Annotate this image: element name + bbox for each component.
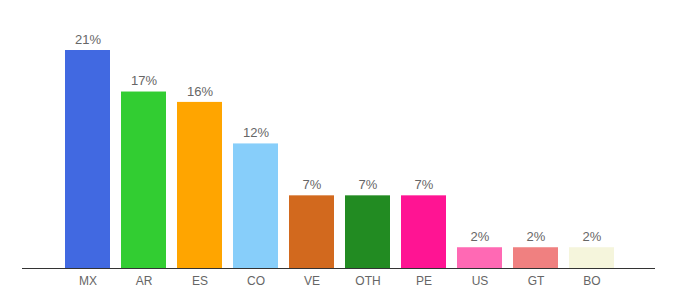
svg-text:7%: 7%: [359, 177, 378, 192]
svg-text:CO: CO: [247, 274, 265, 288]
svg-text:OTH: OTH: [355, 274, 380, 288]
svg-text:AR: AR: [136, 274, 153, 288]
svg-text:21%: 21%: [75, 32, 101, 47]
svg-text:ES: ES: [192, 274, 208, 288]
svg-text:BO: BO: [583, 274, 600, 288]
svg-text:12%: 12%: [243, 125, 269, 140]
svg-text:US: US: [472, 274, 489, 288]
svg-text:2%: 2%: [583, 229, 602, 244]
svg-text:7%: 7%: [303, 177, 322, 192]
svg-text:7%: 7%: [415, 177, 434, 192]
svg-text:PE: PE: [416, 274, 432, 288]
svg-text:17%: 17%: [131, 73, 157, 88]
svg-text:2%: 2%: [527, 229, 546, 244]
svg-text:MX: MX: [79, 274, 97, 288]
svg-text:16%: 16%: [187, 84, 213, 99]
svg-text:2%: 2%: [471, 229, 490, 244]
svg-text:GT: GT: [528, 274, 545, 288]
svg-text:VE: VE: [304, 274, 320, 288]
